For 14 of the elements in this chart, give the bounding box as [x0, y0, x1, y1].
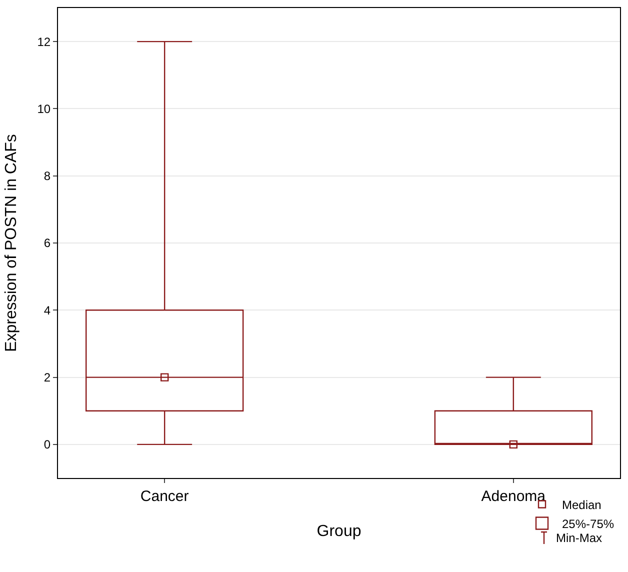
y-axis-title: Expression of POSTN in CAFs: [3, 134, 20, 352]
x-tick-label: Cancer: [140, 488, 189, 505]
y-tick-label: 0: [44, 438, 51, 452]
legend-label: 25%-75%: [562, 516, 614, 531]
y-tick-label: 8: [44, 169, 51, 184]
x-axis-title: Group: [316, 523, 362, 540]
y-tick-label: 12: [37, 34, 51, 49]
legend-label: Median: [562, 498, 602, 512]
y-tick-label: 10: [37, 102, 51, 116]
y-tick-label: 4: [44, 303, 51, 318]
x-tick-label: Adenoma: [481, 488, 546, 505]
y-tick-label: 6: [44, 236, 51, 250]
y-tick-label: 2: [44, 370, 51, 384]
text: Min-Max: [556, 530, 602, 547]
